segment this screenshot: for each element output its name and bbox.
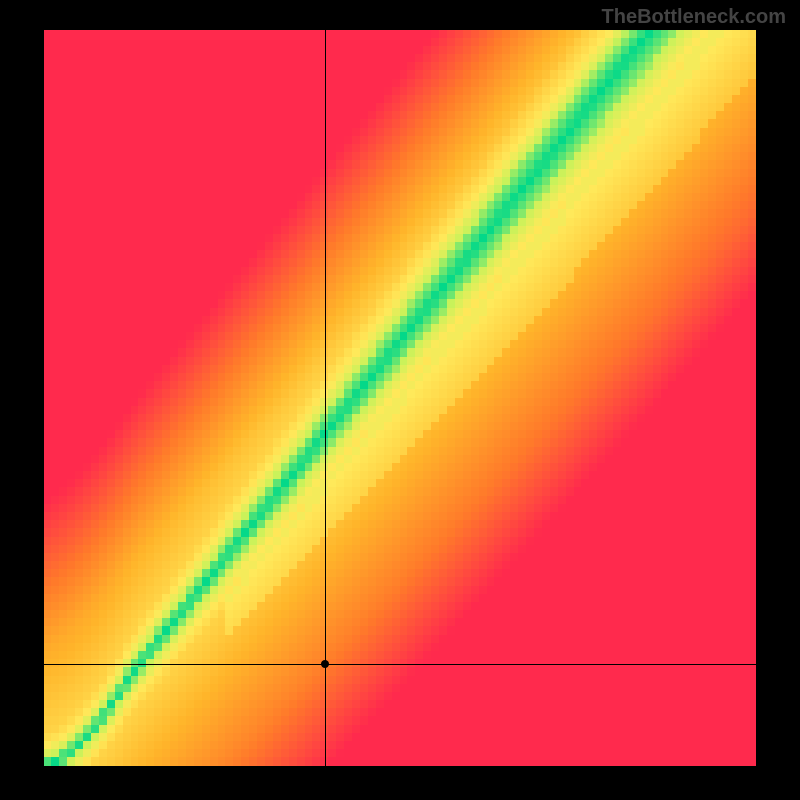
crosshair-vertical xyxy=(325,30,326,766)
marker-dot xyxy=(321,660,329,668)
watermark-text: TheBottleneck.com xyxy=(602,6,786,29)
crosshair-horizontal xyxy=(44,664,756,665)
heatmap-plot xyxy=(44,30,756,766)
heatmap-canvas xyxy=(44,30,756,766)
